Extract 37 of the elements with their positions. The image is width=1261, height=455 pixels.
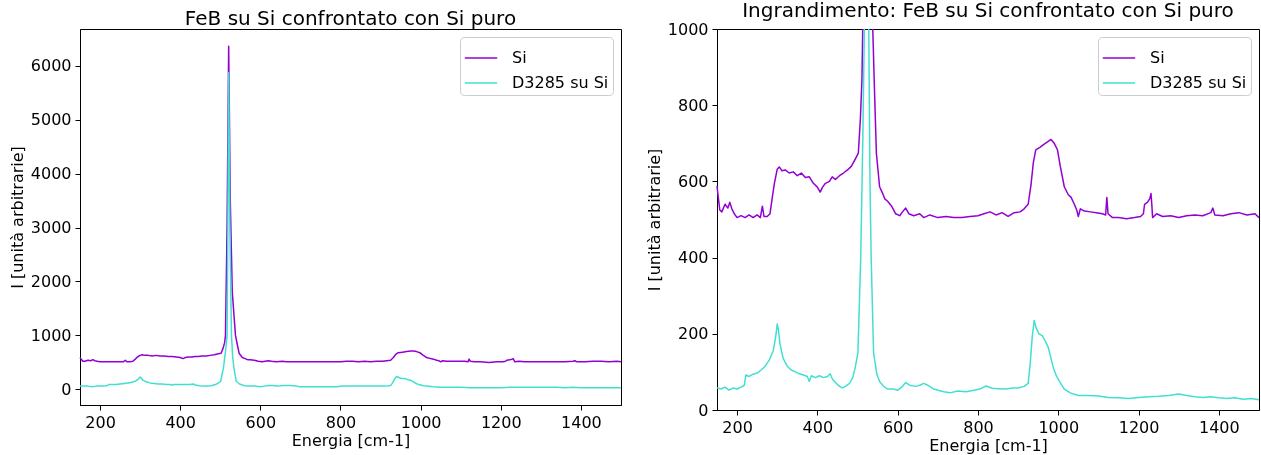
x-tick-label: 400	[802, 417, 834, 437]
x-tick-label: 1000	[400, 412, 442, 432]
y-tick-label: 4000	[30, 164, 72, 184]
x-tick-label: 200	[85, 412, 116, 432]
x-tick-label: 800	[963, 417, 994, 437]
y-tick-label: 200	[677, 324, 709, 344]
x-tick-label: 600	[245, 412, 277, 432]
legend-label: D3285 su Si	[1150, 73, 1247, 92]
y-tick-label: 400	[677, 248, 709, 268]
x-tick-label: 1400	[561, 412, 602, 432]
y-tick-label: 2000	[30, 271, 72, 291]
x-axis-title: Energia [cm-1]	[929, 435, 1048, 455]
chart-title: Ingrandimento: FeB su Si confrontato con Si puro	[742, 0, 1234, 22]
chart-title: FeB su Si confrontato con Si puro	[184, 6, 517, 30]
x-tick-label: 1000	[1038, 417, 1080, 437]
legend-label: Si	[1150, 48, 1165, 67]
x-tick-label: 1200	[480, 412, 522, 432]
y-tick-label: 6000	[30, 56, 72, 76]
legend-label: Si	[512, 48, 527, 67]
x-tick-label: 1400	[1198, 417, 1240, 437]
y-tick-label: 5000	[30, 110, 72, 130]
legend-label: D3285 su Si	[512, 73, 609, 92]
x-tick-label: 600	[882, 417, 914, 437]
y-axis-title: I [unità arbitrarie]	[7, 146, 27, 289]
y-tick-label: 600	[677, 171, 709, 191]
y-tick-label: 1000	[30, 325, 72, 345]
y-tick-label: 0	[61, 379, 72, 399]
y-tick-label: 1000	[667, 19, 709, 39]
y-axis-title: I [unità arbitrarie]	[644, 148, 664, 292]
x-tick-label: 200	[722, 417, 753, 437]
y-tick-label: 3000	[30, 218, 72, 238]
y-tick-label: 800	[677, 95, 709, 115]
y-tick-label: 0	[698, 400, 709, 420]
x-tick-label: 800	[325, 412, 357, 432]
x-axis-title: Energia [cm-1]	[291, 430, 411, 450]
x-tick-label: 400	[165, 412, 196, 432]
x-tick-label: 1200	[1118, 417, 1160, 437]
